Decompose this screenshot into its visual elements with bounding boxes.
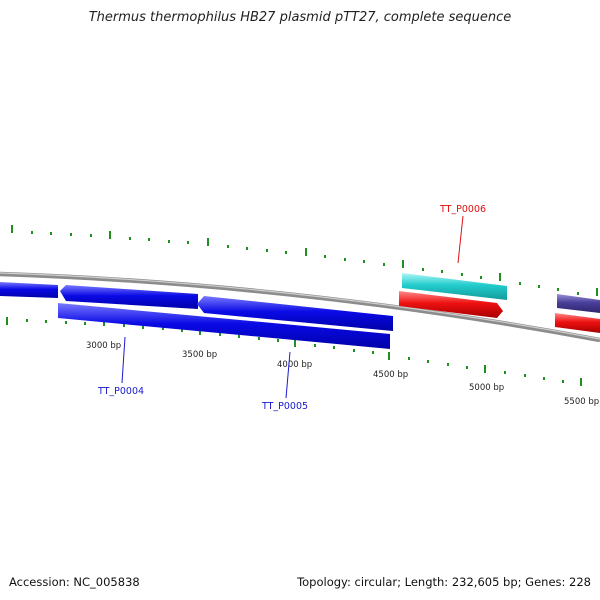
tick xyxy=(45,320,47,323)
tick xyxy=(305,248,307,256)
tick xyxy=(324,255,326,258)
tick xyxy=(524,374,526,377)
tick xyxy=(543,377,545,380)
tick xyxy=(11,225,13,233)
tick xyxy=(562,380,564,383)
position-label-4000: 4000 bp xyxy=(277,360,312,370)
tick xyxy=(314,344,316,347)
label-leader-tt-p0006 xyxy=(457,215,464,264)
tick xyxy=(408,357,410,360)
gene-feature-blue-left-edge[interactable] xyxy=(0,282,58,298)
tick xyxy=(294,339,296,347)
tick xyxy=(6,317,8,325)
tick xyxy=(461,273,463,276)
gene-label-tt-p0004[interactable]: TT_P0004 xyxy=(97,386,144,397)
tick xyxy=(422,268,424,271)
tick xyxy=(26,319,28,322)
tick xyxy=(557,288,559,291)
map-title: Thermus thermophilus HB27 plasmid pTT27,… xyxy=(88,10,512,25)
gene-feature-cyan[interactable] xyxy=(402,273,507,300)
tick xyxy=(90,234,92,237)
backbone xyxy=(0,271,600,343)
tick xyxy=(285,251,287,254)
tick xyxy=(484,365,486,373)
tick xyxy=(227,245,229,248)
tick xyxy=(577,292,579,295)
tick xyxy=(480,276,482,279)
tick xyxy=(65,321,67,324)
tick xyxy=(441,270,443,273)
tick xyxy=(148,238,150,241)
tick xyxy=(596,288,598,296)
tick xyxy=(129,237,131,240)
gene-feature-blue-lower[interactable] xyxy=(58,303,390,349)
tick xyxy=(504,371,506,374)
position-label-3000: 3000 bp xyxy=(86,341,121,351)
topology-summary: Topology: circular; Length: 232,605 bp; … xyxy=(297,575,591,589)
gene-feature-red-forward[interactable] xyxy=(399,291,503,318)
tick xyxy=(372,351,374,354)
tick xyxy=(402,260,404,268)
upper-tick-row xyxy=(11,225,598,296)
tick xyxy=(187,241,189,244)
tick xyxy=(123,324,125,327)
gene-feature-red-right-edge[interactable] xyxy=(555,313,600,333)
tick xyxy=(538,285,540,288)
position-label-5500: 5500 bp xyxy=(564,397,599,407)
tick xyxy=(70,233,72,236)
tick xyxy=(219,333,221,336)
tick xyxy=(447,363,449,366)
tick xyxy=(427,360,429,363)
gene-label-tt-p0005[interactable]: TT_P0005 xyxy=(261,401,308,412)
position-label-3500: 3500 bp xyxy=(182,350,217,360)
tick xyxy=(207,238,209,246)
label-leader-tt-p0005 xyxy=(285,351,291,399)
tick xyxy=(580,378,582,386)
tick xyxy=(266,249,268,252)
position-label-5000: 5000 bp xyxy=(469,383,504,393)
tick xyxy=(258,337,260,340)
tick xyxy=(238,335,240,338)
tick xyxy=(162,327,164,330)
tick xyxy=(466,366,468,369)
tick xyxy=(84,322,86,325)
accession-label: Accession: NC_005838 xyxy=(9,575,140,589)
tick xyxy=(363,260,365,263)
tick xyxy=(181,329,183,332)
tick xyxy=(50,232,52,235)
tick xyxy=(388,352,390,360)
gene-feature-purple[interactable] xyxy=(557,294,600,313)
tick xyxy=(353,349,355,352)
backbone-highlight xyxy=(0,272,600,340)
tick xyxy=(109,231,111,239)
tick xyxy=(344,258,346,261)
tick xyxy=(277,339,279,342)
tick xyxy=(499,273,501,281)
gene-label-tt-p0006[interactable]: TT_P0006 xyxy=(439,204,486,215)
gene-feature-blue-reverse-1[interactable] xyxy=(60,285,198,309)
tick xyxy=(519,282,521,285)
tick xyxy=(246,247,248,250)
tick xyxy=(333,346,335,349)
tick xyxy=(142,326,144,329)
label-leader-tt-p0004 xyxy=(121,336,126,384)
position-label-4500: 4500 bp xyxy=(373,370,408,380)
gene-feature-blue-reverse-2[interactable] xyxy=(197,296,393,331)
tick xyxy=(168,240,170,243)
tick xyxy=(383,263,385,266)
tick xyxy=(31,231,33,234)
